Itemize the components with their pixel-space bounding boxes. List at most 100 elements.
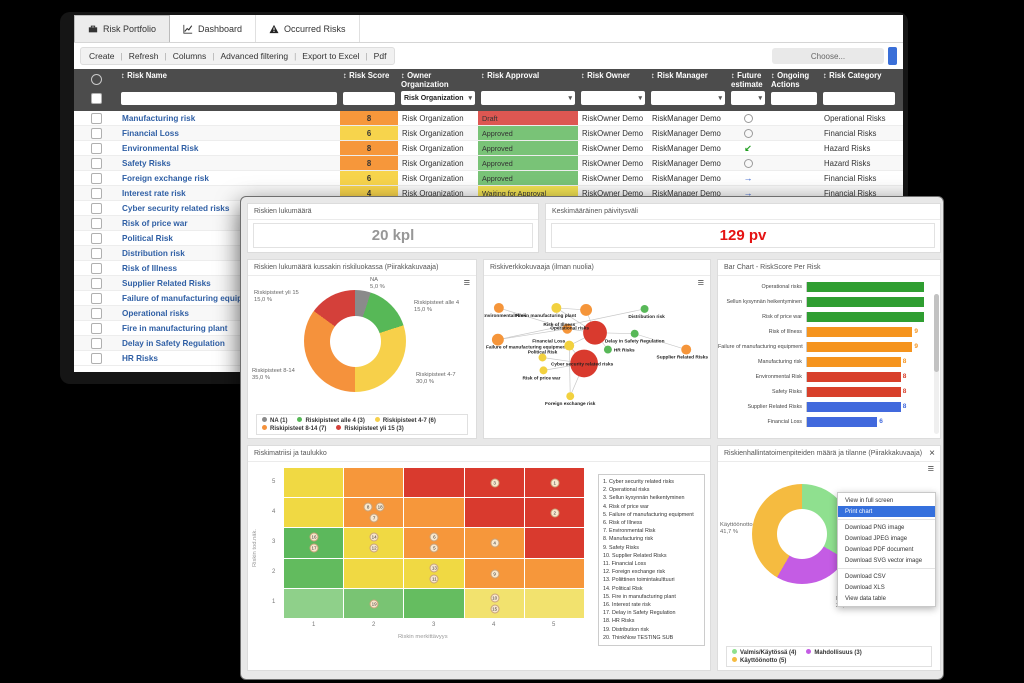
column-header-risk-name[interactable]: ↕ Risk Name xyxy=(121,71,167,80)
risk-name-link[interactable]: Foreign exchange risk xyxy=(122,173,209,183)
column-header-future-estimate[interactable]: ↕ Future estimate xyxy=(731,71,763,89)
risk-name-link[interactable]: Fire in manufacturing plant xyxy=(122,323,228,333)
row-checkbox[interactable] xyxy=(90,247,102,259)
bar-environmental-risk[interactable] xyxy=(807,371,901,382)
toolbar-action-pdf[interactable]: Pdf xyxy=(373,51,387,61)
network-node-delay-in-safety-regulation[interactable] xyxy=(630,329,639,338)
legend-item-k-ytt-notto[interactable]: Käyttöönotto (5) xyxy=(732,657,786,664)
network-node-supplier-related-risks[interactable] xyxy=(681,344,692,355)
row-checkbox[interactable] xyxy=(90,337,102,349)
row-checkbox[interactable] xyxy=(90,112,102,124)
filter-select-owner-organization[interactable]: Risk Organization ▾ xyxy=(401,91,475,105)
chart-menu-icon[interactable]: ≡ xyxy=(927,463,934,475)
bar-failure-of-manufacturing-equipment[interactable] xyxy=(807,341,913,352)
network-node-operational-risks[interactable] xyxy=(583,320,607,345)
scrollbar-thumb[interactable] xyxy=(934,294,939,373)
row-checkbox[interactable] xyxy=(90,307,102,319)
matrix-marker-6[interactable]: 6 xyxy=(429,532,439,542)
legend-item-mahdollisuus[interactable]: Mahdollisuus (3) xyxy=(806,649,862,656)
menu-item-download-jpeg-image[interactable]: Download JPEG image xyxy=(845,535,908,542)
toolbar-action-advanced-filtering[interactable]: Advanced filtering xyxy=(220,51,289,61)
filter-input-risk-score[interactable] xyxy=(343,91,395,105)
menu-item-download-png-image[interactable]: Download PNG image xyxy=(845,524,905,531)
network-node-political-risk[interactable] xyxy=(538,353,547,362)
matrix-marker-12[interactable]: 12 xyxy=(369,543,379,553)
chart-menu-icon[interactable]: ≡ xyxy=(463,277,470,289)
matrix-marker-1[interactable]: 1 xyxy=(550,478,560,488)
row-checkbox[interactable] xyxy=(90,322,102,334)
menu-item-view-data-table[interactable]: View data table xyxy=(845,595,886,602)
risk-name-link[interactable]: Operational risks xyxy=(122,308,189,318)
network-node-financial-loss[interactable] xyxy=(564,340,575,351)
matrix-marker-18[interactable]: 18 xyxy=(375,502,385,512)
risk-name-link[interactable]: Safety Risks xyxy=(122,158,171,168)
column-header-risk-approval[interactable]: ↕ Risk Approval xyxy=(481,71,540,80)
column-header-risk-manager[interactable]: ↕ Risk Manager xyxy=(651,71,708,80)
network-node-environmental-risk[interactable] xyxy=(493,302,504,313)
row-checkbox[interactable] xyxy=(90,292,102,304)
row-checkbox[interactable] xyxy=(90,157,102,169)
matrix-marker-7[interactable]: 7 xyxy=(369,513,379,523)
row-checkbox[interactable] xyxy=(90,202,102,214)
network-node-hr-risks[interactable] xyxy=(603,345,612,354)
matrix-marker-9[interactable]: 9 xyxy=(490,569,500,579)
risk-name-link[interactable]: Delay in Safety Regulation xyxy=(122,338,225,348)
tab-occurred-risks[interactable]: Occurred Risks xyxy=(256,15,360,42)
risk-name-link[interactable]: Cyber security related risks xyxy=(122,203,230,213)
risk-name-link[interactable]: Risk of price war xyxy=(122,218,188,228)
column-header-owner-organization[interactable]: ↕ Owner Organization xyxy=(401,71,449,89)
bar-risk-of-illness[interactable] xyxy=(807,326,913,337)
matrix-marker-10[interactable]: 10 xyxy=(490,593,500,603)
row-checkbox[interactable] xyxy=(90,187,102,199)
risk-name-link[interactable]: Risk of Illness xyxy=(122,263,178,273)
filter-select-risk-approval[interactable]: ▾ xyxy=(481,91,575,105)
row-checkbox[interactable] xyxy=(90,217,102,229)
bar-risk-of-price-war[interactable] xyxy=(807,311,925,322)
toolbar-action-create[interactable]: Create xyxy=(89,51,115,61)
matrix-marker-11[interactable]: 11 xyxy=(429,574,439,584)
risk-name-link[interactable]: Distribution risk xyxy=(122,248,185,258)
matrix-marker-19[interactable]: 19 xyxy=(369,599,379,609)
column-header-risk-category[interactable]: ↕ Risk Category xyxy=(823,71,882,80)
row-checkbox[interactable] xyxy=(90,277,102,289)
matrix-marker-14[interactable]: 14 xyxy=(369,532,379,542)
risk-name-link[interactable]: Financial Loss xyxy=(122,128,179,138)
bar-sellun-kysynn-n-heikentyminen[interactable] xyxy=(807,296,925,307)
filter-input-ongoing-actions[interactable] xyxy=(771,91,817,105)
network-node-distribution-risk[interactable] xyxy=(640,304,649,313)
matrix-marker-16[interactable]: 16 xyxy=(309,532,319,542)
matrix-marker-4[interactable]: 4 xyxy=(490,538,500,548)
filter-select-risk-owner[interactable]: ▾ xyxy=(581,91,645,105)
matrix-marker-2[interactable]: 2 xyxy=(550,508,560,518)
network-node-risk-of-price-war[interactable] xyxy=(539,366,548,375)
row-checkbox[interactable] xyxy=(90,232,102,244)
chart-menu-icon[interactable]: ≡ xyxy=(697,277,704,289)
toolbar-action-columns[interactable]: Columns xyxy=(172,51,207,61)
matrix-marker-8[interactable]: 8 xyxy=(363,502,373,512)
risk-name-link[interactable]: Failure of manufacturing equipment xyxy=(122,293,262,303)
row-checkbox[interactable] xyxy=(90,352,102,364)
legend-item-riskipisteet-yli-15[interactable]: Riskipisteet yli 15 (3) xyxy=(336,425,404,432)
menu-item-download-csv[interactable]: Download CSV xyxy=(845,573,886,580)
filter-select-risk-manager[interactable]: ▾ xyxy=(651,91,725,105)
risk-name-link[interactable]: Political Risk xyxy=(122,233,173,243)
column-header-risk-score[interactable]: ↕ Risk Score xyxy=(343,71,390,80)
legend-item-na[interactable]: NA (1) xyxy=(262,417,287,424)
matrix-marker-17[interactable]: 17 xyxy=(309,543,319,553)
toolbar-action-refresh[interactable]: Refresh xyxy=(128,51,159,61)
column-header-ongoing-actions[interactable]: ↕ Ongoing Actions xyxy=(771,71,810,89)
risk-name-link[interactable]: Manufacturing risk xyxy=(122,113,196,123)
network-node-failure-of-manufacturing-equipment[interactable] xyxy=(491,333,504,346)
legend-item-valmis-k-yt-ss[interactable]: Valmis/Käytössä (4) xyxy=(732,649,796,656)
network-node-fire-in-manufacturing-plant[interactable] xyxy=(551,302,562,313)
select-all-checkbox[interactable] xyxy=(90,92,102,104)
matrix-marker-13[interactable]: 13 xyxy=(429,563,439,573)
column-header-risk-owner[interactable]: ↕ Risk Owner xyxy=(581,71,630,80)
legend-item-riskipisteet-4-7[interactable]: Riskipisteet 4-7 (6) xyxy=(374,417,436,424)
row-checkbox[interactable] xyxy=(90,127,102,139)
menu-item-download-xls[interactable]: Download XLS xyxy=(845,584,885,591)
bar-operational-risks[interactable] xyxy=(807,281,925,292)
risk-name-link[interactable]: Interest rate risk xyxy=(122,188,186,198)
filter-input-risk-name[interactable] xyxy=(121,91,337,105)
network-node-risk-of-illness[interactable] xyxy=(562,323,573,334)
